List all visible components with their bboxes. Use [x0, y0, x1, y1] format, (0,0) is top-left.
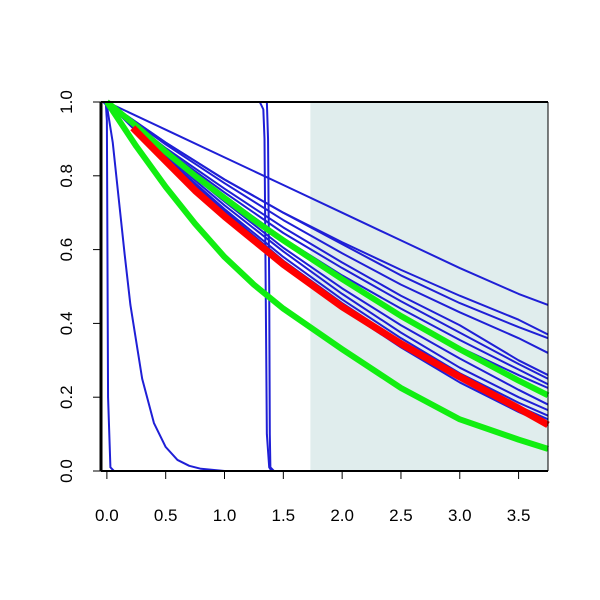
- x-tick-label: 2.5: [389, 506, 413, 525]
- x-tick-label: 0.5: [154, 506, 178, 525]
- series-line-9-blue: [106, 101, 549, 376]
- series-line-5-blue: [106, 101, 549, 306]
- x-tick-label: 0.0: [95, 506, 119, 525]
- series-line-2-blue: [102, 101, 548, 472]
- x-tick-label: 3.0: [448, 506, 472, 525]
- series-line-15-blue: [106, 101, 549, 417]
- series-line-8-blue: [106, 101, 549, 354]
- series-line-19-red: [130, 125, 550, 428]
- y-tick-label: 1.0: [57, 90, 76, 114]
- y-tick-label: 0.2: [57, 385, 76, 409]
- x-tick-label: 3.5: [507, 506, 531, 525]
- y-tick-label: 0.6: [57, 238, 76, 262]
- series-line-14-blue: [106, 101, 549, 412]
- series-line-20-green: [104, 100, 549, 452]
- y-tick-label: 0.8: [57, 164, 76, 188]
- shaded-region: [310, 102, 548, 471]
- series-line-18-green: [104, 99, 550, 399]
- y-tick-label: 0.0: [57, 459, 76, 483]
- series-line-7-blue: [106, 101, 549, 340]
- x-tick-label: 1.5: [272, 506, 296, 525]
- x-tick-label: 1.0: [213, 506, 237, 525]
- series-line-3-blue: [103, 101, 548, 472]
- y-tick-label: 0.4: [57, 312, 76, 336]
- x-tick-label: 2.0: [330, 506, 354, 525]
